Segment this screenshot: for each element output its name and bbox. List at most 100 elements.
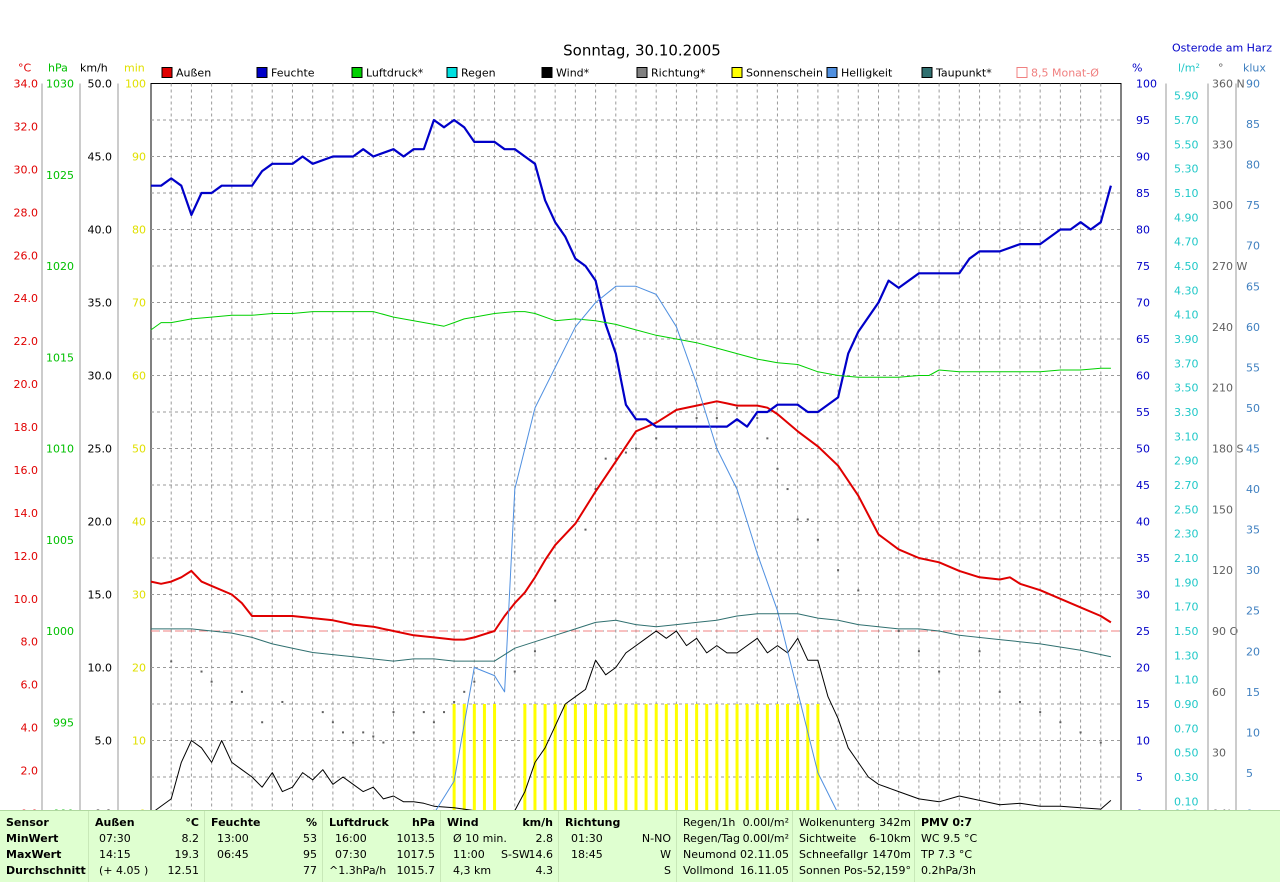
rain-axis-tick-label: 5.50 <box>1174 138 1199 151</box>
lux-axis-tick-label: 55 <box>1246 361 1260 374</box>
rain-axis-tick-label: 4.10 <box>1174 309 1199 322</box>
direction-point <box>1079 731 1082 734</box>
stats-extra-1-3-k: Sonnen Pos <box>799 864 863 877</box>
humidity-axis-tick-label: 20 <box>1136 662 1150 675</box>
rain-axis-tick-label: 3.90 <box>1174 333 1199 346</box>
humidity-unit-label: % <box>1132 62 1142 75</box>
sun-unit-label: min <box>124 62 145 75</box>
direction-point <box>432 721 435 724</box>
stats-luftdruck-unit: hPa <box>411 816 435 829</box>
direction-point <box>341 731 344 734</box>
direction-point <box>1039 711 1042 714</box>
sun-axis-tick-label: 70 <box>132 297 146 310</box>
humidity-axis-tick-label: 70 <box>1136 297 1150 310</box>
sunshine-bar <box>493 704 497 814</box>
temp-axis-tick-label: 24.0 <box>14 292 39 305</box>
chart-title: Sonntag, 30.10.2005 <box>563 42 721 60</box>
lux-axis-tick-label: 40 <box>1246 483 1260 496</box>
temp-axis-tick-label: 18.0 <box>14 421 39 434</box>
direction-point <box>473 680 476 683</box>
direction-point <box>382 741 385 744</box>
lux-axis-tick-label: 50 <box>1246 402 1260 415</box>
sunshine-bar <box>806 704 810 814</box>
stats-richtung-min-val: N-NO <box>641 832 671 845</box>
temp-axis-tick-label: 6.0 <box>21 679 39 692</box>
lux-axis-tick-label: 60 <box>1246 321 1260 334</box>
direction-point <box>554 599 557 602</box>
legend-label: Sonnenschein <box>746 67 823 80</box>
legend-swatch <box>351 67 363 78</box>
direction-point <box>170 660 173 663</box>
series-line-außen <box>150 400 1112 641</box>
sunshine-bar <box>563 704 567 814</box>
stats-wind-unit: km/h <box>522 816 553 829</box>
stats-richtung-min-time: 01:30 <box>571 832 603 845</box>
stats-extra-0-1-v: 0.00l/m² <box>742 832 789 845</box>
stats-feuchte-min-time: 13:00 <box>217 832 249 845</box>
sun-axis-tick-label: 80 <box>132 224 146 237</box>
temp-axis-tick-label: 22.0 <box>14 335 39 348</box>
stats-feuchte-avg-val: 77 <box>303 864 317 877</box>
sunshine-bar <box>594 704 598 814</box>
sunshine-bar <box>664 704 668 814</box>
direction-point <box>352 741 355 744</box>
stats-min-label: MinWert <box>6 832 59 845</box>
direction-point <box>463 690 466 693</box>
direction-point <box>614 457 617 460</box>
sunshine-bar <box>482 704 486 814</box>
direction-axis-tick-label: 360 N <box>1212 78 1245 91</box>
stats-luftdruck-header: Luftdruck <box>329 816 389 829</box>
stats-wind-max-val: 14.6 <box>528 848 554 861</box>
sun-axis-tick-label: 90 <box>132 151 146 164</box>
wind-axis-tick-label: 45.0 <box>88 151 113 164</box>
lux-axis-tick-label: 20 <box>1246 645 1260 658</box>
humidity-axis-tick-label: 55 <box>1136 406 1150 419</box>
series-line-feuchte <box>151 118 1112 428</box>
humidity-axis-tick-label: 25 <box>1136 625 1150 638</box>
series-line-luftdruck <box>150 311 1111 378</box>
lux-axis-tick-label: 15 <box>1246 686 1260 699</box>
legend-swatch <box>541 67 553 78</box>
sunshine-bar <box>796 704 800 814</box>
sunshine-bar <box>775 704 779 814</box>
direction-point <box>786 488 789 491</box>
rain-axis-tick-label: 0.50 <box>1174 747 1199 760</box>
sunshine-bar <box>715 704 719 814</box>
stats-aussen-min-val: 8.2 <box>181 832 200 845</box>
direction-point <box>675 427 678 430</box>
temp-axis-tick-label: 14.0 <box>14 507 39 520</box>
direction-point <box>372 735 375 738</box>
stats-richtung-header: Richtung <box>565 816 621 829</box>
stats-wind-max-dir: S-SW <box>501 848 530 861</box>
stats-extra-1-2-k: Schneefallgr <box>799 848 868 861</box>
stats-richtung-max-time: 18:45 <box>571 848 603 861</box>
legend-label: Außen <box>176 67 211 80</box>
sunshine-bar <box>765 704 769 814</box>
stats-wind-max-time: 11:00 <box>453 848 485 861</box>
stats-extra-1-0-k: Wolkenunterg <box>799 816 876 829</box>
direction-point <box>392 711 395 714</box>
direction-axis-tick-label: 240 <box>1212 321 1233 334</box>
direction-point <box>210 680 213 683</box>
temp-axis-tick-label: 28.0 <box>14 206 39 219</box>
humidity-axis-tick-label: 15 <box>1136 698 1150 711</box>
stats-aussen-unit: °C <box>185 816 199 829</box>
rain-axis-tick-label: 1.70 <box>1174 601 1199 614</box>
direction-point <box>1059 721 1062 724</box>
lux-axis-tick-label: 90 <box>1246 78 1260 91</box>
direction-point <box>362 731 365 734</box>
legend-swatch <box>826 67 838 78</box>
direction-axis-tick-label: 120 <box>1212 564 1233 577</box>
rain-axis-tick-label: 0.90 <box>1174 698 1199 711</box>
direction-axis-tick-label: 270 W <box>1212 260 1247 273</box>
direction-point <box>584 528 587 531</box>
temp-axis-tick-label: 8.0 <box>21 636 39 649</box>
lux-axis-tick-label: 85 <box>1246 118 1260 131</box>
lux-axis-tick-label: 5 <box>1246 767 1253 780</box>
stats-aussen-avg-val: 12.51 <box>167 864 200 877</box>
lux-axis-tick-label: 65 <box>1246 280 1260 293</box>
stats-luftdruck-avg-val: 1015.7 <box>396 864 436 877</box>
sunshine-bar <box>745 704 749 814</box>
sunshine-bar <box>644 704 648 814</box>
lux-axis-tick-label: 10 <box>1246 726 1260 739</box>
